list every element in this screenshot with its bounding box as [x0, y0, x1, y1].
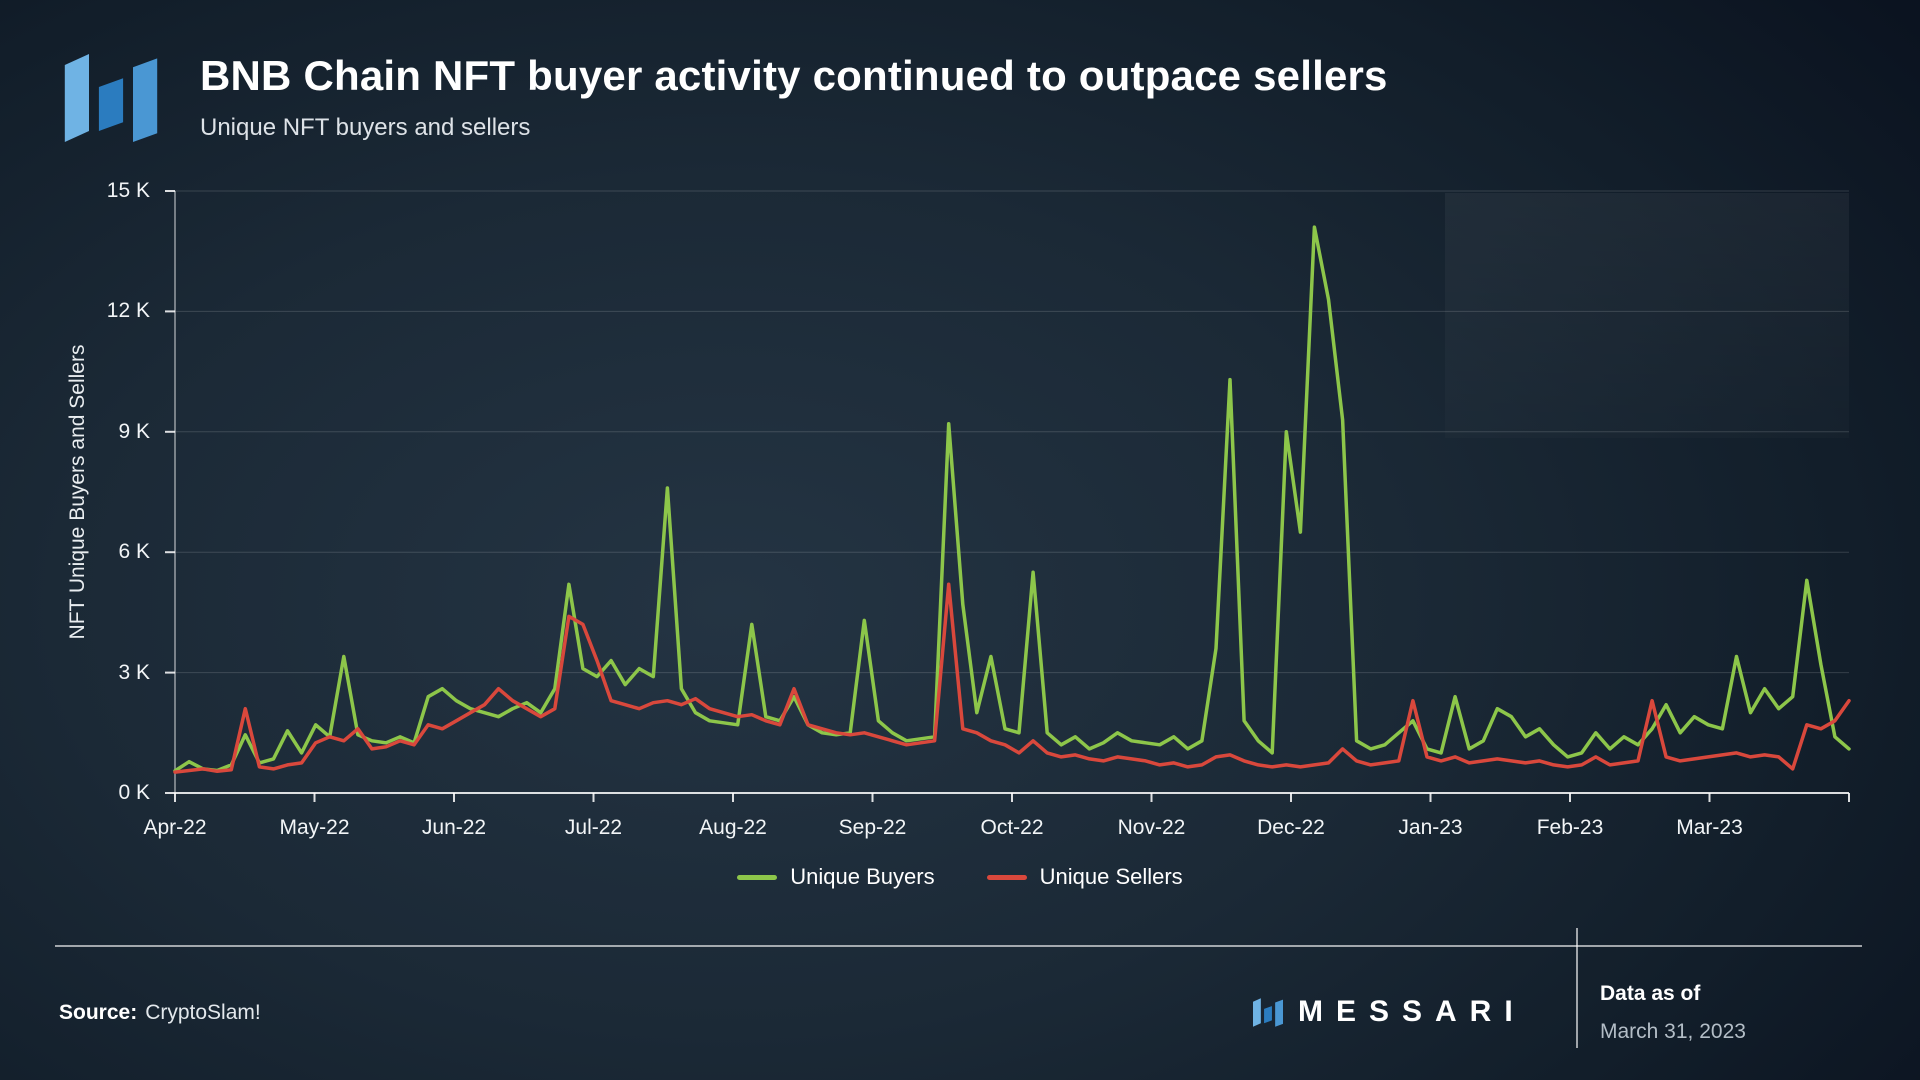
x-tick-label: Aug-22	[699, 816, 767, 839]
x-tick-label: Oct-22	[980, 816, 1044, 839]
source-value: CryptoSlam!	[145, 1001, 261, 1024]
x-tick-label: Mar-23	[1676, 816, 1743, 839]
legend: Unique Buyers Unique Sellers	[0, 864, 1920, 890]
source-label: Source:	[59, 1001, 138, 1024]
messari-logo-svg	[64, 54, 158, 142]
series-line-0	[173, 225, 1851, 773]
y-tick-label: 3 K	[118, 660, 150, 684]
y-tick-label: 6 K	[118, 540, 150, 564]
footer-vertical-divider	[1576, 928, 1578, 1048]
source-note: Source: CryptoSlam!	[59, 1001, 261, 1025]
chart-title: BNB Chain NFT buyer activity continued t…	[200, 52, 1388, 99]
legend-item: Unique Buyers	[737, 864, 935, 890]
x-tick-label: Jul-22	[564, 816, 623, 839]
x-tick-label: May-22	[279, 816, 350, 839]
legend-swatch	[986, 874, 1027, 880]
footer-divider	[55, 945, 1862, 947]
x-tick-label: Feb-23	[1536, 816, 1604, 839]
legend-label: Unique Sellers	[1039, 864, 1183, 889]
data-as-of-value: March 31, 2023	[1600, 1020, 1746, 1043]
messari-logo-icon	[64, 54, 158, 147]
brand-name: MESSARI	[1298, 995, 1526, 1028]
x-tick-label: Dec-22	[1257, 816, 1325, 839]
chart-svg	[165, 190, 1851, 802]
y-tick-label: 9 K	[118, 419, 150, 443]
y-tick-label: 0 K	[118, 781, 150, 804]
legend-item: Unique Sellers	[986, 864, 1183, 890]
x-tick-label: Jun-22	[421, 816, 487, 839]
x-tick-label: Sep-22	[838, 816, 907, 839]
chart-subtitle: Unique NFT buyers and sellers	[200, 114, 531, 141]
x-tick-label: Jan-23	[1398, 816, 1463, 839]
header: BNB Chain NFT buyer activity continued t…	[200, 52, 1388, 142]
legend-swatch	[737, 874, 778, 880]
series-line-1	[173, 582, 1851, 774]
y-tick-label: 12 K	[106, 299, 150, 323]
data-as-of: Data as of March 31, 2023	[1600, 982, 1746, 1044]
messari-wordmark: MESSARI	[1253, 995, 1526, 1029]
x-tick-label: Apr-22	[143, 816, 207, 839]
messari-logo-small-icon	[1253, 997, 1283, 1027]
y-tick-label: 15 K	[106, 179, 150, 202]
data-as-of-label: Data as of	[1600, 982, 1701, 1005]
legend-label: Unique Buyers	[790, 864, 935, 889]
y-axis-title: NFT Unique Buyers and Sellers	[66, 344, 89, 640]
x-tick-label: Nov-22	[1117, 816, 1186, 839]
